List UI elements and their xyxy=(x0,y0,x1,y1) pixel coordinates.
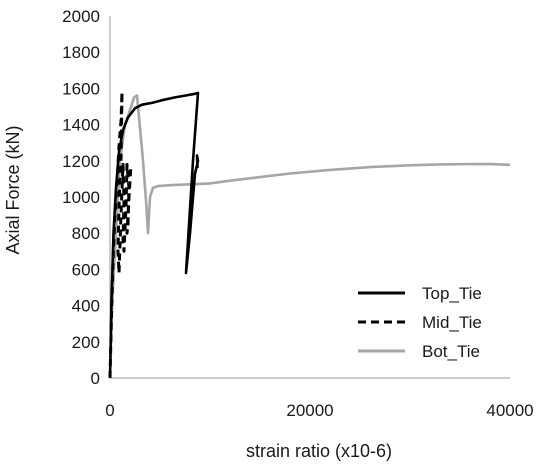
y-tick-label: 1800 xyxy=(62,43,100,62)
y-tick-label: 200 xyxy=(72,333,100,352)
y-tick-label: 400 xyxy=(72,297,100,316)
y-tick-label: 1600 xyxy=(62,79,100,98)
y-tick-labels: 0 200 400 600 800 1000 1200 1400 1600 1800 2000 xyxy=(62,7,100,388)
legend-label-top-tie: Top_Tie xyxy=(422,284,482,303)
x-axis: 0 20000 40000 xyxy=(105,377,534,420)
series-line-mid-tie xyxy=(108,90,133,379)
x-axis-title: strain ratio (x10-6) xyxy=(246,441,392,461)
legend-label-bot-tie: Bot_Tie xyxy=(422,342,480,361)
y-tick-label: 1400 xyxy=(62,116,100,135)
y-tick-label: 1000 xyxy=(62,188,100,207)
series-layer xyxy=(108,90,511,379)
y-tick-label: 1200 xyxy=(62,152,100,171)
y-axis-title: Axial Force (kN) xyxy=(3,125,23,254)
series-line-bot-tie xyxy=(108,94,511,379)
legend: Top_Tie Mid_Tie Bot_Tie xyxy=(358,284,482,361)
y-axis: 0 200 400 600 800 1000 1200 1400 1600 1800 2000 xyxy=(62,7,111,388)
y-tick-label: 800 xyxy=(72,224,100,243)
x-tick-labels: 0 20000 40000 xyxy=(105,401,533,420)
x-tick-label: 40000 xyxy=(486,401,533,420)
y-tick-label: 2000 xyxy=(62,7,100,26)
y-tick-label: 0 xyxy=(91,369,100,388)
series-line-top-tie xyxy=(108,91,200,379)
x-tick-label: 20000 xyxy=(286,401,333,420)
x-tick-label: 0 xyxy=(105,401,114,420)
legend-label-mid-tie: Mid_Tie xyxy=(422,313,482,332)
y-tick-label: 600 xyxy=(72,260,100,279)
